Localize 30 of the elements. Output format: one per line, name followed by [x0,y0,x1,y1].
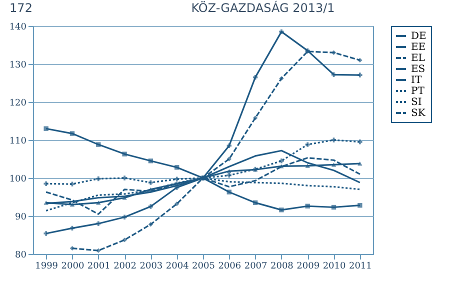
x-tick-label: 2009 [296,262,320,272]
legend-label: IT [411,75,422,86]
x-tick-label: 2000 [61,262,84,272]
y-tick-label: 140 [9,22,27,32]
x-tick-label: 2007 [244,262,268,272]
y-tick-label: 90 [15,212,27,222]
y-tick-label: 130 [9,60,27,70]
x-tick-label: 2011 [348,262,372,272]
x-tick-label: 1999 [35,262,58,272]
legend-label: EL [411,53,426,64]
x-tick-label: 2004 [166,262,190,272]
x-tick-label: 2005 [192,262,216,272]
chart-title: KÖZ-GAZDASÁG 2013/1 [191,0,335,15]
legend-label: ES [411,64,426,75]
x-tick-label: 2001 [87,262,110,272]
legend-label: PT [411,86,425,97]
y-tick-label: 110 [9,136,27,146]
legend-label: SK [411,108,426,119]
text: 172 [10,1,32,15]
legend-label: SI [411,97,422,108]
y-tick-label: 80 [15,250,27,260]
x-tick-label: 2003 [140,262,163,272]
x-tick-label: 2010 [322,262,346,272]
legend-label: EE [411,42,426,53]
x-tick-label: 2008 [270,262,294,272]
x-tick-label: 2002 [114,262,136,272]
legend-label: DE [411,31,426,42]
y-tick-label: 120 [9,98,27,108]
x-tick-label: 2006 [218,262,242,272]
y-tick-label: 100 [9,174,27,184]
